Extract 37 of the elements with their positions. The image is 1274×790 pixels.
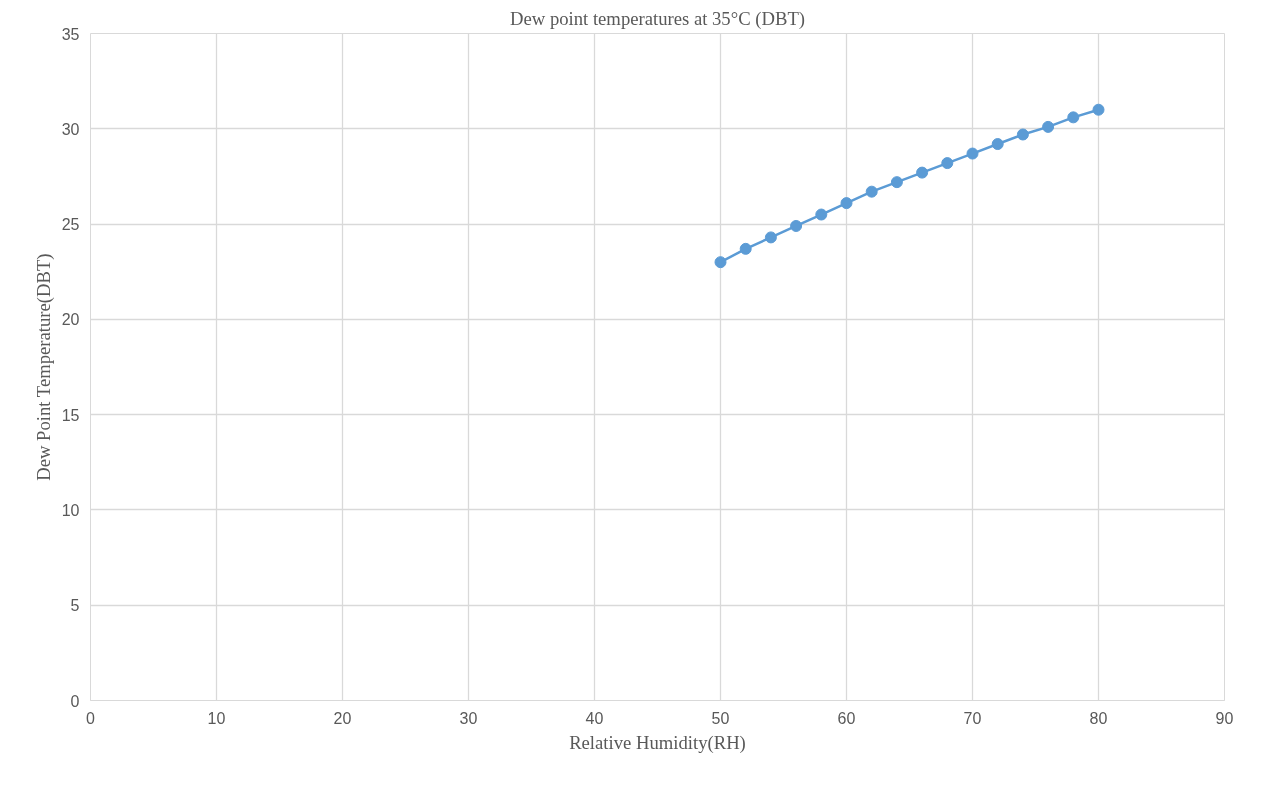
point	[1016, 128, 1029, 141]
point	[1042, 120, 1055, 133]
point	[916, 166, 929, 179]
x-tick-label: 0	[86, 709, 96, 727]
x-tick-label: 80	[1089, 709, 1108, 727]
point	[790, 219, 803, 232]
x-tick-label: 40	[585, 709, 604, 727]
point	[764, 231, 777, 244]
y-tick-label: 25	[61, 216, 80, 234]
point	[941, 157, 954, 170]
y-tick-label: 0	[70, 692, 80, 710]
y-tick-label: 35	[61, 25, 80, 43]
x-axis-title: Relative Humidity(RH)	[569, 731, 746, 754]
point	[840, 197, 853, 210]
x-tick-label: 70	[963, 709, 982, 727]
point	[966, 147, 979, 160]
point	[739, 242, 752, 255]
point	[714, 256, 727, 269]
point	[1067, 111, 1080, 124]
y-tick-label: 15	[61, 406, 80, 424]
x-tick-label: 30	[459, 709, 478, 727]
y-tick-label: 20	[61, 311, 80, 329]
y-axis-title: Dew Point Temperature(DBT)	[32, 253, 55, 481]
x-tick-label: 60	[837, 709, 856, 727]
y-tick-label: 30	[61, 120, 80, 138]
x-tick-label: 90	[1215, 709, 1234, 727]
y-tick-label: 5	[70, 597, 80, 615]
point	[1092, 103, 1105, 116]
y-tick-label: 10	[61, 501, 80, 519]
point	[865, 185, 878, 198]
point	[815, 208, 828, 221]
x-tick-label: 10	[207, 709, 226, 727]
x-tick-label: 50	[711, 709, 730, 727]
point	[890, 176, 903, 189]
point	[991, 138, 1004, 151]
chart-title: Dew point temperatures at 35°C (DBT)	[510, 7, 806, 30]
x-tick-label: 20	[333, 709, 352, 727]
